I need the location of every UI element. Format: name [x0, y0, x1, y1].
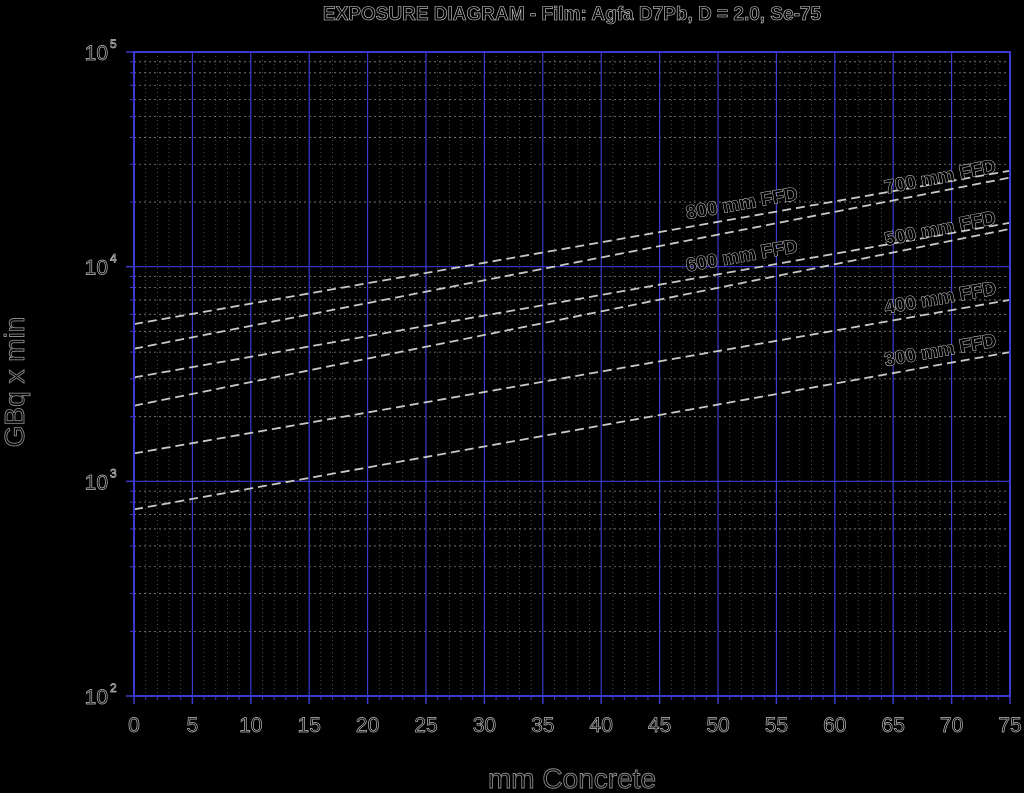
x-tick-label: 25	[414, 714, 437, 737]
curve-line	[133, 221, 1011, 379]
x-tick-label: 60	[823, 714, 846, 737]
y-tick-base: 10	[85, 42, 108, 65]
chart-title: EXPOSURE DIAGRAM - Film: Agfa D7Pb, D = …	[323, 4, 822, 25]
curve-line	[133, 169, 1011, 325]
x-tick-label: 65	[882, 714, 905, 737]
y-tick-exponent: 2	[110, 681, 117, 695]
x-tick-label: 70	[940, 714, 963, 737]
y-tick-label: 10	[85, 471, 108, 494]
y-tick-label: 10	[85, 257, 108, 280]
x-tick-label: 10	[239, 714, 262, 737]
x-tick-label: 45	[648, 714, 671, 737]
x-tick-label: 5	[187, 714, 199, 737]
curve-line	[133, 176, 1011, 350]
y-tick-exponent: 4	[110, 252, 117, 266]
y-tick-label: 10	[85, 686, 108, 709]
x-tick-label: 0	[128, 714, 140, 737]
curve-line	[133, 299, 1011, 455]
x-tick-label: 75	[998, 714, 1021, 737]
exposure-curves	[133, 169, 1011, 511]
x-axis-label: mm Concrete	[488, 763, 656, 793]
y-tick-base: 10	[85, 686, 108, 709]
curve-line	[133, 351, 1011, 511]
x-tick-label: 15	[298, 714, 321, 737]
x-tick-label: 40	[590, 714, 613, 737]
x-axis-ticks: 0 5 10 15 20 25 30 35 40 45 50 55 60 65 70 75	[128, 696, 1022, 737]
x-tick-label: 20	[356, 714, 379, 737]
x-tick-label: 35	[531, 714, 554, 737]
minor-grid	[134, 52, 1010, 696]
x-tick-label: 55	[765, 714, 788, 737]
y-tick-base: 10	[85, 471, 108, 494]
y-axis-label: GBq x min	[0, 317, 30, 448]
x-tick-label: 50	[706, 714, 729, 737]
curve-line	[133, 228, 1011, 407]
x-tick-label: 30	[473, 714, 496, 737]
plot-frame	[133, 51, 1011, 697]
y-tick-label: 10	[85, 42, 108, 65]
y-tick-exponent: 5	[110, 37, 117, 51]
y-tick-base: 10	[85, 257, 108, 280]
y-tick-exponent: 3	[110, 466, 117, 480]
